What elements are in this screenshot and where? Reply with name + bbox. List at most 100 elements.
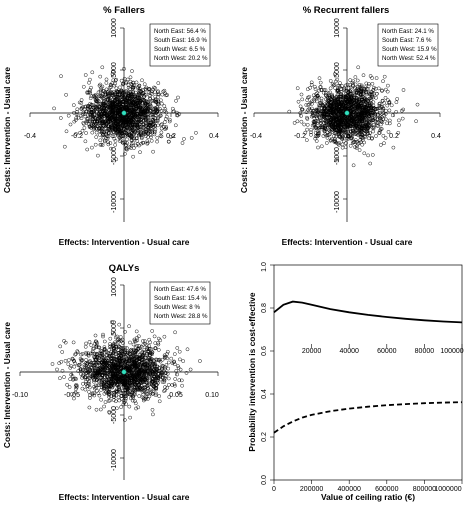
scatter-point bbox=[175, 346, 180, 350]
legend-entry: North West: 20.2 % bbox=[154, 55, 208, 62]
scatter-point bbox=[123, 151, 127, 156]
scatter-point bbox=[303, 130, 308, 135]
scatter-point bbox=[131, 101, 136, 105]
scatter-point bbox=[126, 123, 131, 127]
scatter-point bbox=[88, 77, 92, 82]
scatter-point bbox=[98, 113, 102, 118]
scatter-point bbox=[173, 377, 178, 381]
scatter-point bbox=[323, 88, 328, 92]
scatter-point bbox=[182, 137, 186, 141]
scatter-point bbox=[109, 124, 113, 129]
scatter-point bbox=[102, 339, 107, 344]
scatter-point bbox=[131, 128, 136, 133]
scatter-point bbox=[159, 108, 164, 113]
scatter-point bbox=[387, 108, 392, 113]
scatter-point bbox=[351, 82, 355, 87]
scatter-point bbox=[135, 111, 139, 116]
plot-frame bbox=[273, 264, 463, 481]
y-tick-label: 5000 bbox=[111, 320, 118, 336]
scatter-point bbox=[188, 367, 193, 372]
y-tick-label: 0.6 bbox=[261, 346, 268, 356]
scatter-point bbox=[77, 100, 82, 105]
scatter-point bbox=[368, 74, 373, 78]
scatter-point bbox=[383, 95, 388, 100]
scatter-point bbox=[126, 131, 131, 136]
scatter-point bbox=[96, 90, 101, 95]
scatter-point bbox=[322, 88, 326, 92]
scatter-point bbox=[125, 98, 130, 103]
x-tick-label: 0.4 bbox=[209, 133, 219, 140]
scatter-point bbox=[103, 126, 108, 130]
scatter-point bbox=[150, 407, 155, 412]
legend-entry: North West: 28.8 % bbox=[154, 313, 208, 320]
x-tick-label: 800000 bbox=[413, 486, 436, 493]
scatter-point bbox=[84, 358, 88, 362]
scatter-point bbox=[381, 107, 386, 111]
scatter-point bbox=[180, 383, 184, 388]
scatter-point bbox=[85, 147, 90, 152]
scatter-point bbox=[119, 92, 124, 96]
scatter-point bbox=[305, 117, 310, 121]
scatter-point bbox=[361, 73, 366, 78]
scatter-point bbox=[90, 70, 95, 75]
scatter-point bbox=[139, 135, 144, 140]
scatter-point bbox=[109, 114, 114, 119]
scatter-point bbox=[118, 139, 122, 144]
scatter-point bbox=[305, 127, 309, 132]
scatter-point bbox=[359, 128, 364, 133]
scatter-point bbox=[159, 126, 164, 131]
scatter-point bbox=[378, 106, 382, 110]
scatter-point bbox=[63, 359, 68, 363]
secondary-x-tick-label: 100000 bbox=[440, 348, 463, 355]
scatter-point bbox=[141, 140, 146, 145]
scatter-point bbox=[158, 133, 163, 138]
scatter-point bbox=[331, 83, 336, 88]
scatter-point bbox=[172, 352, 177, 356]
secondary-x-tick-label: 80000 bbox=[415, 348, 435, 355]
scatter-point bbox=[108, 141, 113, 145]
scatter-point bbox=[348, 143, 353, 148]
scatter-point bbox=[133, 129, 137, 134]
scatter-point bbox=[150, 118, 154, 122]
scatter-point bbox=[101, 332, 105, 337]
scatter-point bbox=[370, 81, 375, 86]
scatter-point bbox=[127, 404, 132, 409]
scatter-point bbox=[316, 133, 321, 138]
scatter-point bbox=[94, 99, 98, 104]
scatter-point bbox=[173, 330, 177, 335]
scatter-point bbox=[137, 105, 142, 110]
x-tick-label: 1000000 bbox=[434, 486, 461, 493]
scatter-point bbox=[106, 140, 111, 145]
scatter-point bbox=[151, 149, 155, 154]
scatter-point bbox=[375, 123, 379, 128]
scatter-point bbox=[128, 75, 133, 80]
scatter-point bbox=[129, 82, 134, 86]
scatter-point bbox=[181, 359, 186, 363]
scatter-point bbox=[340, 142, 345, 147]
scatter-point bbox=[131, 146, 136, 150]
scatter-point bbox=[102, 99, 106, 103]
scatter-point bbox=[127, 145, 132, 150]
scatter-point bbox=[156, 101, 160, 106]
scatter-point bbox=[90, 130, 95, 135]
x-tick-label: 0.2 bbox=[389, 133, 399, 140]
scatter-point bbox=[131, 136, 136, 141]
scatter-point bbox=[315, 99, 319, 104]
scatter-point bbox=[100, 84, 105, 89]
scatter-point bbox=[95, 388, 99, 393]
scatter-point bbox=[163, 91, 168, 96]
scatter-point bbox=[111, 105, 116, 110]
scatter-point bbox=[137, 125, 142, 129]
scatter-point bbox=[86, 113, 91, 117]
scatter-point bbox=[119, 405, 123, 409]
scatter-point bbox=[117, 322, 122, 327]
scatter-point bbox=[136, 85, 141, 89]
scatter-point bbox=[391, 145, 396, 150]
scatter-point bbox=[127, 118, 131, 122]
scatter-point bbox=[131, 119, 136, 124]
scatter-point bbox=[154, 100, 158, 105]
scatter-point bbox=[323, 123, 327, 128]
scatter-point bbox=[300, 107, 305, 112]
point-estimate bbox=[121, 110, 127, 116]
scatter-point bbox=[82, 126, 87, 130]
